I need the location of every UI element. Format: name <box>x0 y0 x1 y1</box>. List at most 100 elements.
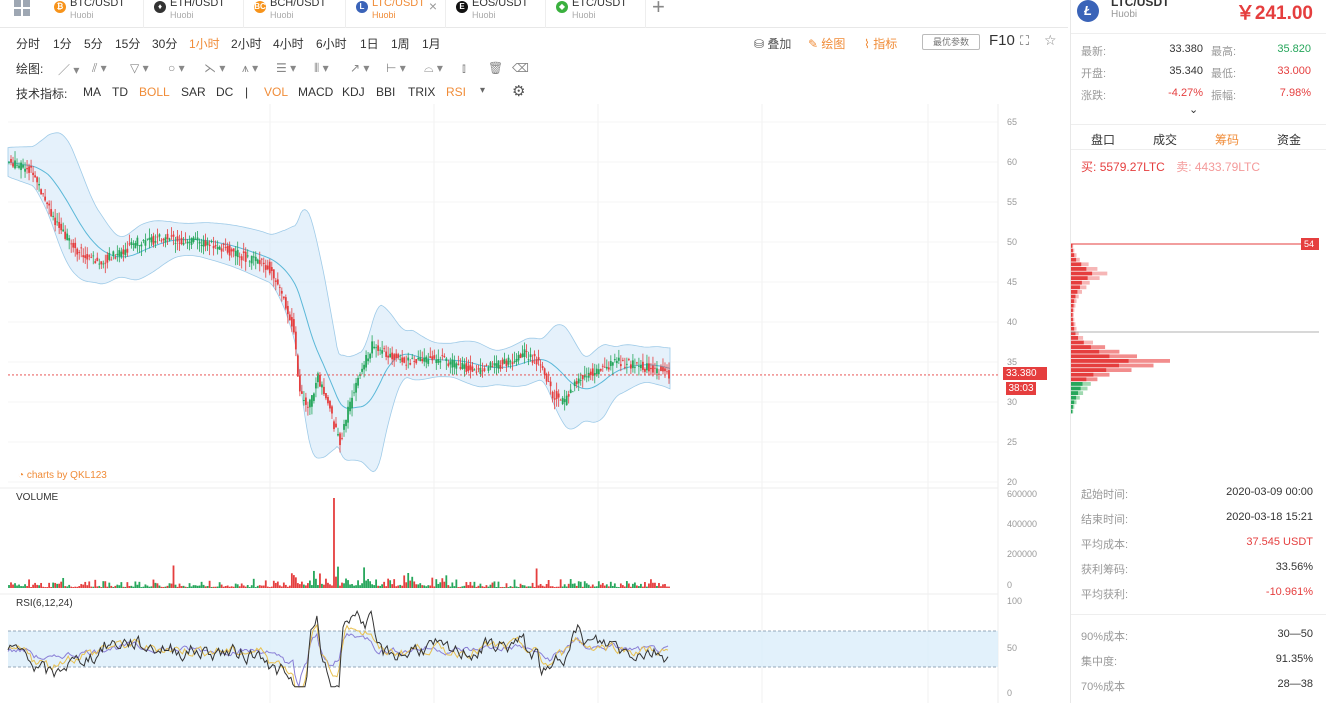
candle-body <box>527 359 530 361</box>
channel-tool-icon[interactable]: ▽ ▾ <box>130 61 149 75</box>
panel-tab-0[interactable]: 盘口 <box>1090 133 1115 147</box>
period-9[interactable]: 1日 <box>360 37 379 51</box>
volume-bar <box>236 584 239 588</box>
grid-menu-icon[interactable] <box>14 0 34 18</box>
volume-bar <box>234 583 237 588</box>
pair-tab-etc-usdt[interactable]: ◆ ETC/USDT Huobi <box>546 0 646 28</box>
volume-bar <box>451 582 454 588</box>
eraser-icon[interactable]: ⌫ <box>512 61 529 75</box>
cost-info-row: 90%成本: 30—50 <box>1081 624 1317 646</box>
period-7[interactable]: 4小时 <box>273 37 304 51</box>
chart-canvas[interactable]: 65 60 55 50 45 40 35 30 25 20 600000 400000 200000 0 1… <box>0 104 1068 703</box>
pattern-tool-icon[interactable]: ⩚ ▾ <box>242 61 259 75</box>
period-4[interactable]: 30分 <box>152 37 178 51</box>
close-tab-icon[interactable]: × <box>428 0 437 14</box>
pair-tab-btc-usdt[interactable]: ₿ BTC/USDT Huobi <box>44 0 144 28</box>
volume-bar <box>186 587 189 588</box>
overlay-button[interactable]: ⛁ 叠加 <box>754 35 791 52</box>
pair-tab-eth-usdt[interactable]: ♦ ETH/USDT Huobi <box>144 0 244 28</box>
panel-tab-1[interactable]: 成交 <box>1152 133 1177 147</box>
measure-tool-icon[interactable]: ⊢ ▾ <box>386 61 406 75</box>
indicator-kdj[interactable]: KDJ <box>342 85 365 99</box>
more-indicators-icon[interactable]: ▾ <box>480 85 486 96</box>
comment-tool-icon[interactable]: ⌓ ▾ <box>424 61 443 75</box>
candle-body <box>104 262 107 264</box>
period-11[interactable]: 1月 <box>422 37 441 51</box>
fib-tool-icon[interactable]: ☰ ▾ <box>276 61 297 75</box>
candle-body <box>12 163 14 167</box>
candle-body <box>581 374 584 380</box>
volume-bar <box>461 586 464 588</box>
candle-body <box>218 246 221 250</box>
volume-bar <box>252 578 255 588</box>
trash-icon[interactable]: 🗑 <box>488 61 504 75</box>
candle-body <box>190 238 193 245</box>
indicator-macd[interactable]: MACD <box>298 85 334 99</box>
indicator-button[interactable]: ⌇ 指标 <box>864 35 897 52</box>
expand-chevron-icon[interactable]: ⌄ <box>1189 104 1199 116</box>
indicator-trix[interactable]: TRIX <box>408 85 436 99</box>
volume-bar <box>311 585 313 588</box>
chip-bar <box>1071 290 1078 294</box>
qkl-logo-icon: ◔ <box>18 470 27 481</box>
candle-body <box>228 245 231 256</box>
indicator-vol[interactable]: VOL <box>264 85 289 99</box>
panel-tab-3[interactable]: 资金 <box>1276 133 1301 147</box>
indicator-sar[interactable]: SAR <box>181 85 206 99</box>
ray-tool-icon[interactable]: ⫽ ▾ <box>92 61 107 75</box>
pair-tab-bch-usdt[interactable]: BC BCH/USDT Huobi <box>244 0 346 28</box>
volume-bar <box>94 579 97 588</box>
volume-bar <box>654 582 656 588</box>
settings-gear-icon[interactable]: ⚙ <box>512 83 526 100</box>
indicator-td[interactable]: TD <box>112 85 128 99</box>
candle-body <box>130 242 133 245</box>
gann-tool-icon[interactable]: ⦀ ▾ <box>314 61 329 75</box>
period-8[interactable]: 6小时 <box>316 37 347 51</box>
chart-type-icon[interactable]: ⫾ <box>462 61 466 75</box>
volume-bar <box>333 498 335 588</box>
period-6[interactable]: 2小时 <box>231 37 262 51</box>
candle-body <box>563 399 566 403</box>
period-3[interactable]: 15分 <box>115 37 141 51</box>
indicator-bbi[interactable]: BBI <box>376 85 396 99</box>
volume-bar <box>359 585 361 588</box>
candle-body <box>176 236 179 242</box>
add-tab-icon[interactable]: + <box>652 0 665 19</box>
panel-tab-2[interactable]: 筹码 <box>1214 133 1239 147</box>
candle-body <box>331 406 333 414</box>
panel-cny-price: ￥241.00 <box>1235 3 1313 24</box>
period-0[interactable]: 分时 <box>16 37 41 51</box>
indicator-rsi[interactable]: RSI <box>446 85 467 99</box>
period-1[interactable]: 1分 <box>53 37 72 51</box>
period-5[interactable]: 1小时 <box>189 37 220 51</box>
volume-bar <box>343 583 345 588</box>
volume-bar <box>383 581 386 588</box>
candle-body <box>134 243 137 249</box>
pair-tab-ltc-usdt[interactable]: L LTC/USDT Huobi × <box>346 0 446 28</box>
indicator-boll[interactable]: BOLL <box>139 85 170 99</box>
stat-label: 开盘: <box>1081 68 1107 80</box>
candle-body <box>439 360 442 363</box>
stat-label: 最高: <box>1211 46 1237 58</box>
arrow-tool-icon[interactable]: ↗ ▾ <box>350 61 370 75</box>
period-2[interactable]: 5分 <box>84 37 103 51</box>
fork-tool-icon[interactable]: ⋋ ▾ <box>204 61 226 75</box>
indicator-dc[interactable]: DC <box>216 85 234 99</box>
fullscreen-icon[interactable]: ⛶ <box>1020 33 1030 48</box>
volume-bar <box>597 581 600 588</box>
star-icon[interactable]: ☆ <box>1044 32 1057 48</box>
draw-button[interactable]: ✎ 绘图 <box>808 35 845 52</box>
f10-button[interactable]: F10 <box>989 32 1015 49</box>
indicator-ma[interactable]: MA <box>83 85 101 99</box>
trend-line-tool-icon[interactable]: ／ ▾ <box>58 63 80 77</box>
shape-tool-icon[interactable]: ○ ▾ <box>168 61 185 75</box>
best-param-button[interactable]: 最优参数 <box>922 34 980 50</box>
candle-body <box>351 397 353 409</box>
candle-body <box>96 257 99 261</box>
volume-bar <box>174 584 177 588</box>
volume-bar <box>190 586 193 588</box>
price-chart[interactable]: 65 60 55 50 45 40 35 30 25 20 600000 400000 200000 0 1… <box>0 104 1068 703</box>
period-10[interactable]: 1周 <box>391 37 410 51</box>
pair-tab-eos-usdt[interactable]: E EOS/USDT Huobi <box>446 0 546 28</box>
candle-body <box>387 355 390 358</box>
